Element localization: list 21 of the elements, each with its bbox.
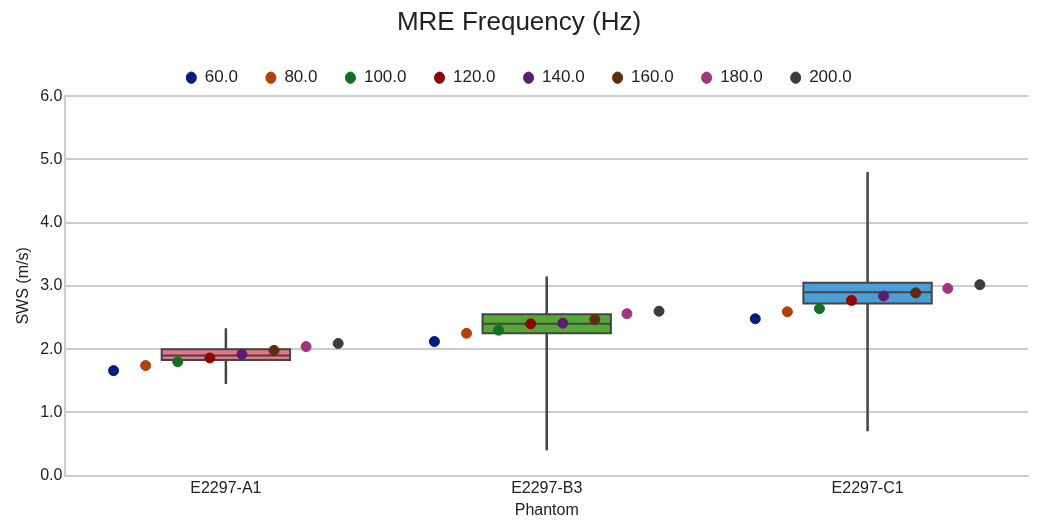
y-tick-label: 5.0	[40, 149, 63, 167]
y-tick-label: 1.0	[40, 402, 63, 420]
y-tick-label: 3.0	[40, 276, 63, 294]
legend-label: 180.0	[720, 67, 763, 87]
x-axis-title: Phantom	[514, 500, 579, 518]
legend-label: 200.0	[809, 67, 852, 87]
y-axis-title: SWS (m/s)	[14, 247, 32, 325]
legend-label: 120.0	[453, 67, 496, 87]
legend-label: 60.0	[204, 67, 238, 87]
legend-label: 80.0	[284, 67, 318, 87]
x-tick-label: E2297-C1	[831, 478, 904, 496]
y-tick-label: 6.0	[40, 86, 63, 104]
y-tick-label: 4.0	[40, 213, 63, 231]
x-tick-label: E2297-B3	[511, 478, 583, 496]
legend-title: MRE Frequency (Hz)	[396, 6, 642, 37]
legend-label: 100.0	[363, 67, 407, 87]
legend-label: 160.0	[631, 67, 674, 87]
y-tick-label: 2.0	[40, 339, 63, 357]
x-tick-label: E2297-A1	[190, 478, 262, 496]
y-tick-label: 0.0	[40, 466, 63, 484]
legend-label: 140.0	[542, 67, 585, 87]
